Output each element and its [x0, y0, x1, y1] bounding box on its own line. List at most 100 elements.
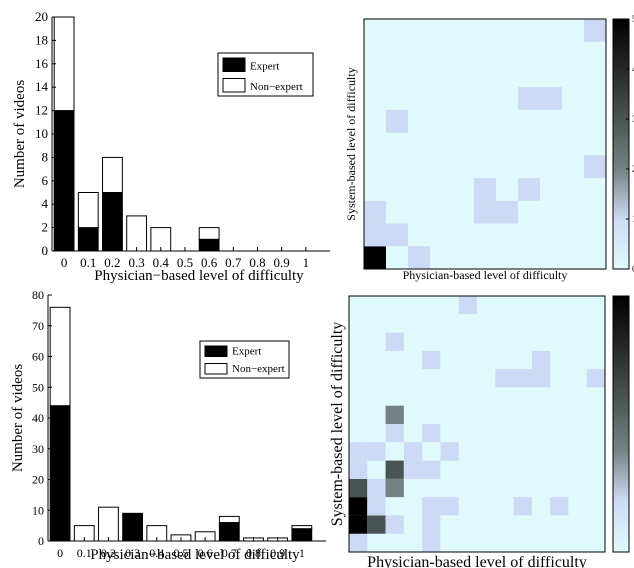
colorbar-tick-label: 1 [632, 214, 634, 224]
heatmap-frame [363, 18, 607, 270]
bar-chart-top: 0 2 4 6 8 10 12 14 16 18 20 0 0.1 0.2 0.3 0.4 0.5 0.6 0.7 0… [0, 0, 330, 285]
heatmap-cell-12 [540, 87, 562, 110]
y-tick-label: 14 [35, 79, 49, 94]
bar-non-expert-0 [49, 306, 71, 407]
x-axis-label: Physician-based level of difficulty [367, 554, 587, 568]
heatmap-cell-33 [458, 296, 477, 315]
bar-expert-0 [53, 110, 75, 252]
heatmap-cell-31 [531, 350, 551, 370]
heatmap-cell-5 [474, 200, 496, 224]
heatmap-cell-3 [367, 515, 386, 534]
x-tick-label: 0.4 [149, 546, 164, 560]
x-tick-label: 0.1 [80, 255, 96, 270]
x-tick-label: 0.7 [225, 255, 242, 270]
heatmap-cell-0 [364, 246, 386, 269]
y-tick-label: 8 [42, 149, 49, 164]
x-tick-label: 1 [299, 546, 305, 560]
x-tick-label: 0.2 [104, 255, 120, 270]
heatmap-cell-23 [385, 424, 404, 443]
heatmap-bottom: Physician-based level of difficulty Syste… [330, 295, 630, 568]
y-tick-label: 4 [42, 196, 49, 211]
heatmap-cell-6 [349, 497, 368, 516]
x-tick-label: 0.5 [173, 546, 188, 560]
colorbar [612, 18, 630, 270]
x-tick-label: 0.8 [249, 255, 265, 270]
y-tick-label: 50 [32, 380, 44, 394]
heatmap-cell-18 [422, 460, 441, 479]
y-tick-label: 16 [35, 56, 49, 71]
bar-non-expert-7 [218, 515, 240, 524]
heatmap-cell-8 [422, 497, 441, 516]
legend-swatch-non-expert [222, 78, 246, 93]
x-axis-label: Physician-based level of difficulty [403, 268, 568, 282]
x-tick-label: 0.7 [222, 546, 237, 560]
y-tick-label: 12 [35, 103, 48, 118]
y-axis-label: Number of videos [10, 364, 26, 472]
y-tick-label: 60 [32, 350, 44, 364]
heatmap-cell-10 [513, 497, 532, 516]
colorbar-tick-label: 0 [632, 264, 634, 274]
y-tick-label: 80 [32, 288, 44, 302]
legend-label-expert: Expert [232, 346, 261, 358]
legend-label-expert: Expert [250, 61, 279, 73]
heatmap-cell-19 [349, 442, 368, 461]
y-tick-label: 0 [42, 243, 49, 258]
heatmap-cell-29 [586, 369, 605, 388]
y-tick-label: 18 [35, 32, 48, 47]
bar-expert-0 [49, 405, 71, 542]
heatmap-cell-11 [518, 87, 540, 110]
heatmap-cell-28 [531, 369, 551, 388]
heatmap-cell-7 [474, 178, 496, 201]
heatmap-cell-13 [584, 19, 606, 42]
heatmap-cell-7 [367, 497, 386, 516]
heatmap-cell-9 [584, 155, 606, 179]
heatmap-cell-2 [364, 223, 386, 247]
bar-chart-bottom: 0 10 20 30 40 50 60 70 80 0 0.1 0.2 0.3 0.4 0.5 0.6 0.7 0… [0, 286, 328, 568]
heatmap-cell-15 [349, 460, 368, 479]
y-tick-label: 6 [42, 173, 49, 188]
bar-expert-2 [102, 192, 123, 252]
x-tick-label: 0.2 [101, 546, 116, 560]
heatmap-cell-24 [422, 424, 441, 443]
heatmap-cell-4 [385, 515, 404, 534]
y-tick-label: 20 [32, 473, 44, 487]
heatmap-cell-6 [496, 200, 518, 224]
heatmap-cell-17 [403, 460, 423, 479]
heatmap-cell-26 [495, 369, 514, 388]
heatmap-cell-11 [550, 497, 569, 516]
heatmap-cell-32 [385, 332, 404, 351]
y-tick-label: 30 [32, 442, 44, 456]
heatmap-cell-13 [367, 478, 386, 498]
colorbar [612, 295, 630, 553]
heatmap-cell-12 [349, 478, 368, 498]
colorbar-tick-label: 3 [632, 114, 634, 124]
x-tick-label: 1 [303, 255, 310, 270]
bar-expert-3 [122, 512, 144, 542]
x-tick-label: 0.5 [177, 255, 193, 270]
x-tick-label: 0.3 [125, 546, 140, 560]
bar-non-expert-2 [98, 506, 119, 542]
x-tick-label: 0.6 [198, 546, 213, 560]
x-tick-label: 0 [61, 255, 68, 270]
colorbar-tick-label: 2 [632, 164, 634, 174]
heatmap-cell-10 [386, 109, 408, 133]
colorbar-tick-label: 4 [632, 64, 634, 74]
heatmap-cell-8 [518, 178, 540, 201]
heatmap-cell-25 [385, 405, 404, 424]
x-tick-label: 0.9 [274, 255, 290, 270]
heatmap-cell-30 [422, 350, 441, 370]
x-tick-label: 0.3 [128, 255, 144, 270]
y-tick-label: 70 [32, 319, 44, 333]
bar-non-expert-2 [102, 156, 123, 193]
heatmap-cell-20 [367, 442, 386, 461]
heatmap-cell-3 [386, 223, 408, 247]
bar-non-expert-0 [53, 16, 75, 112]
legend-label-non-expert: Non−expert [232, 363, 285, 375]
heatmap-cell-5 [422, 515, 441, 534]
heatmap-cell-0 [349, 533, 368, 552]
y-tick-label: 0 [38, 534, 44, 548]
heatmap-cell-21 [403, 442, 423, 461]
bar-non-expert-10 [291, 525, 313, 530]
x-tick-label: 0.4 [153, 255, 170, 270]
heatmap-cell-4 [364, 200, 386, 224]
